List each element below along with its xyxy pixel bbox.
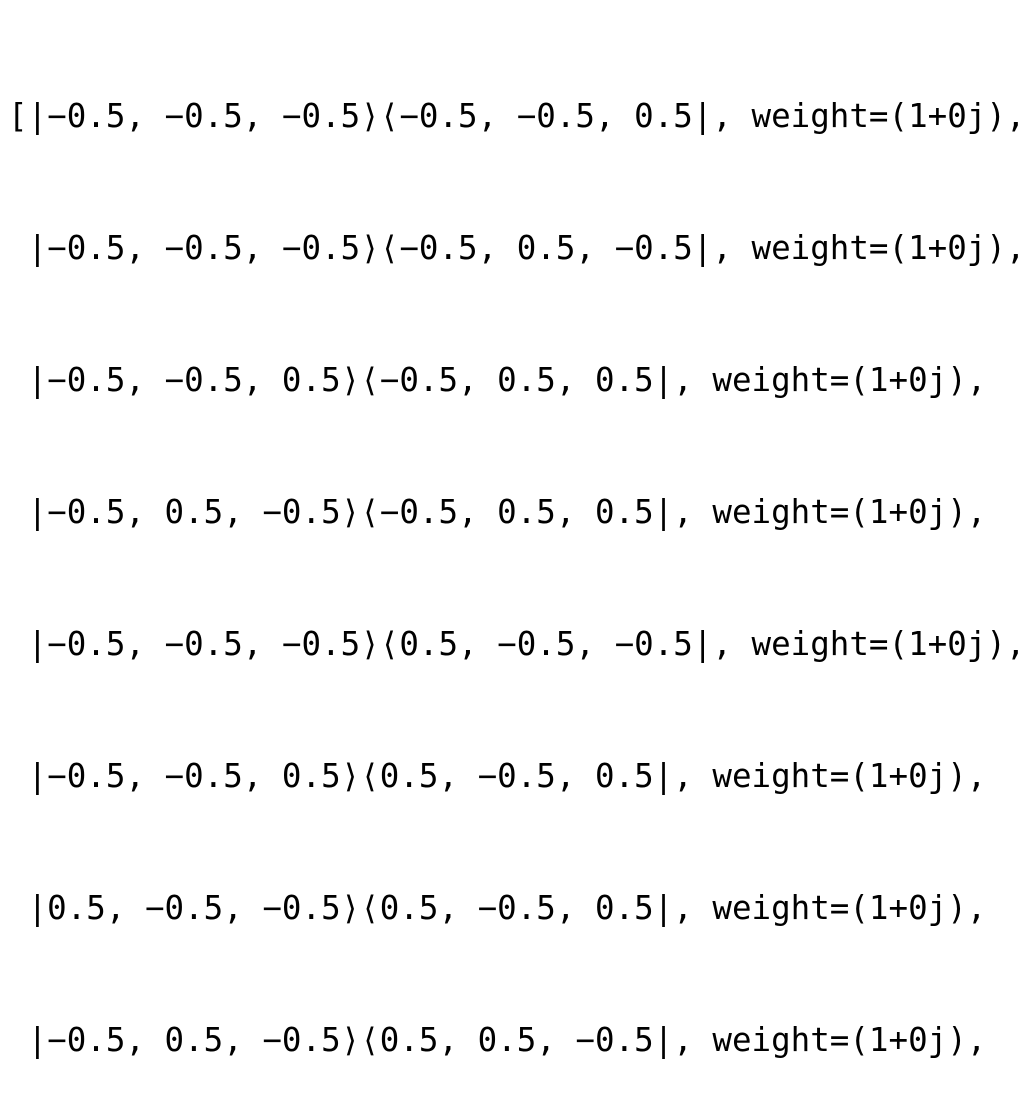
output-line: |−0.5, −0.5, 0.5⟩⟨−0.5, 0.5, 0.5|, weigh… — [8, 361, 987, 399]
output-line: |−0.5, 0.5, −0.5⟩⟨−0.5, 0.5, 0.5|, weigh… — [8, 493, 987, 531]
output-line: |−0.5, −0.5, −0.5⟩⟨0.5, −0.5, −0.5|, wei… — [8, 625, 1018, 663]
output-line: |0.5, −0.5, −0.5⟩⟨0.5, −0.5, 0.5|, weigh… — [8, 889, 987, 927]
console-output: [|−0.5, −0.5, −0.5⟩⟨−0.5, −0.5, 0.5|, we… — [8, 6, 1018, 1104]
output-line: [|−0.5, −0.5, −0.5⟩⟨−0.5, −0.5, 0.5|, we… — [8, 97, 1018, 135]
output-line: |−0.5, 0.5, −0.5⟩⟨0.5, 0.5, −0.5|, weigh… — [8, 1021, 987, 1059]
output-line: |−0.5, −0.5, −0.5⟩⟨−0.5, 0.5, −0.5|, wei… — [8, 229, 1018, 267]
output-line: |−0.5, −0.5, 0.5⟩⟨0.5, −0.5, 0.5|, weigh… — [8, 757, 987, 795]
